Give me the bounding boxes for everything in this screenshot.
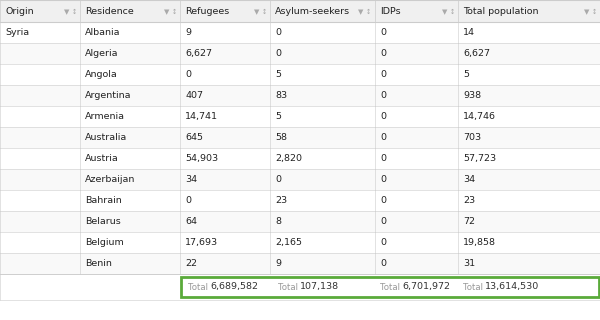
- Text: Azerbaijan: Azerbaijan: [85, 175, 136, 184]
- Bar: [0, 253, 600, 274]
- Text: Syria: Syria: [5, 28, 29, 37]
- Text: Bahrain: Bahrain: [85, 196, 122, 205]
- Text: 0: 0: [380, 196, 386, 205]
- Text: Total: Total: [463, 283, 486, 292]
- Bar: [0, 0, 600, 22]
- Text: 0: 0: [380, 49, 386, 58]
- Text: ▼ ↕: ▼ ↕: [583, 8, 597, 14]
- Text: 64: 64: [185, 217, 197, 226]
- Text: 13,614,530: 13,614,530: [485, 283, 539, 292]
- Text: 22: 22: [185, 259, 197, 268]
- Text: Albania: Albania: [85, 28, 121, 37]
- Text: 703: 703: [463, 133, 481, 142]
- Text: 0: 0: [185, 196, 191, 205]
- Text: Refugees: Refugees: [185, 6, 229, 15]
- Bar: [0, 127, 600, 148]
- Bar: [0, 190, 600, 211]
- Text: ▼ ↕: ▼ ↕: [64, 8, 77, 14]
- Text: 34: 34: [185, 175, 197, 184]
- Text: 0: 0: [380, 91, 386, 100]
- Bar: [0, 43, 600, 64]
- Text: Total: Total: [278, 283, 301, 292]
- Text: 0: 0: [275, 49, 281, 58]
- Text: Benin: Benin: [85, 259, 112, 268]
- Text: 57,723: 57,723: [463, 154, 496, 163]
- Text: 0: 0: [380, 133, 386, 142]
- Bar: [0, 211, 600, 232]
- Text: 0: 0: [380, 70, 386, 79]
- Text: ▼ ↕: ▼ ↕: [442, 8, 455, 14]
- Bar: [0, 274, 600, 300]
- Text: 72: 72: [463, 217, 475, 226]
- Text: 5: 5: [275, 70, 281, 79]
- Text: ▼ ↕: ▼ ↕: [163, 8, 177, 14]
- Text: Residence: Residence: [85, 6, 134, 15]
- Bar: [0, 64, 600, 85]
- Text: 23: 23: [275, 196, 287, 205]
- Text: 17,693: 17,693: [185, 238, 218, 247]
- Text: 107,138: 107,138: [300, 283, 339, 292]
- Text: Argentina: Argentina: [85, 91, 131, 100]
- Text: 0: 0: [380, 175, 386, 184]
- Text: Total: Total: [380, 283, 403, 292]
- Text: 5: 5: [463, 70, 469, 79]
- Text: 0: 0: [380, 217, 386, 226]
- Text: 645: 645: [185, 133, 203, 142]
- Text: Total population: Total population: [463, 6, 539, 15]
- Text: Armenia: Armenia: [85, 112, 125, 121]
- Text: 23: 23: [463, 196, 475, 205]
- Text: 8: 8: [275, 217, 281, 226]
- Text: 34: 34: [463, 175, 475, 184]
- Text: Australia: Australia: [85, 133, 127, 142]
- Text: 0: 0: [275, 28, 281, 37]
- Text: 407: 407: [185, 91, 203, 100]
- Bar: [0, 22, 600, 43]
- Bar: [0, 232, 600, 253]
- Text: 938: 938: [463, 91, 481, 100]
- Text: 6,627: 6,627: [463, 49, 490, 58]
- Text: Belarus: Belarus: [85, 217, 121, 226]
- Text: ▼ ↕: ▼ ↕: [254, 8, 267, 14]
- Text: IDPs: IDPs: [380, 6, 401, 15]
- Bar: [0, 169, 600, 190]
- Text: 0: 0: [185, 70, 191, 79]
- Text: Angola: Angola: [85, 70, 118, 79]
- Text: 5: 5: [275, 112, 281, 121]
- Text: Belgium: Belgium: [85, 238, 124, 247]
- Bar: [0, 85, 600, 106]
- Text: Asylum-seekers: Asylum-seekers: [275, 6, 350, 15]
- Text: 19,858: 19,858: [463, 238, 496, 247]
- Text: 14: 14: [463, 28, 475, 37]
- Text: 9: 9: [185, 28, 191, 37]
- Text: 9: 9: [275, 259, 281, 268]
- Text: 6,627: 6,627: [185, 49, 212, 58]
- Bar: [0, 148, 600, 169]
- Text: 58: 58: [275, 133, 287, 142]
- Text: 2,165: 2,165: [275, 238, 302, 247]
- Text: 83: 83: [275, 91, 287, 100]
- Text: 0: 0: [380, 259, 386, 268]
- Text: 6,701,972: 6,701,972: [402, 283, 450, 292]
- Text: 6,689,582: 6,689,582: [210, 283, 258, 292]
- Text: 31: 31: [463, 259, 475, 268]
- Text: Origin: Origin: [5, 6, 34, 15]
- Text: 0: 0: [380, 112, 386, 121]
- Text: 0: 0: [380, 238, 386, 247]
- Text: Total: Total: [188, 283, 211, 292]
- Text: 14,741: 14,741: [185, 112, 218, 121]
- Text: 0: 0: [380, 28, 386, 37]
- Bar: [0, 106, 600, 127]
- Bar: [181, 277, 599, 297]
- Text: Algeria: Algeria: [85, 49, 119, 58]
- Text: 0: 0: [275, 175, 281, 184]
- Text: 2,820: 2,820: [275, 154, 302, 163]
- Text: 54,903: 54,903: [185, 154, 218, 163]
- Text: ▼ ↕: ▼ ↕: [359, 8, 372, 14]
- Text: 0: 0: [380, 154, 386, 163]
- Text: Austria: Austria: [85, 154, 119, 163]
- Text: 14,746: 14,746: [463, 112, 496, 121]
